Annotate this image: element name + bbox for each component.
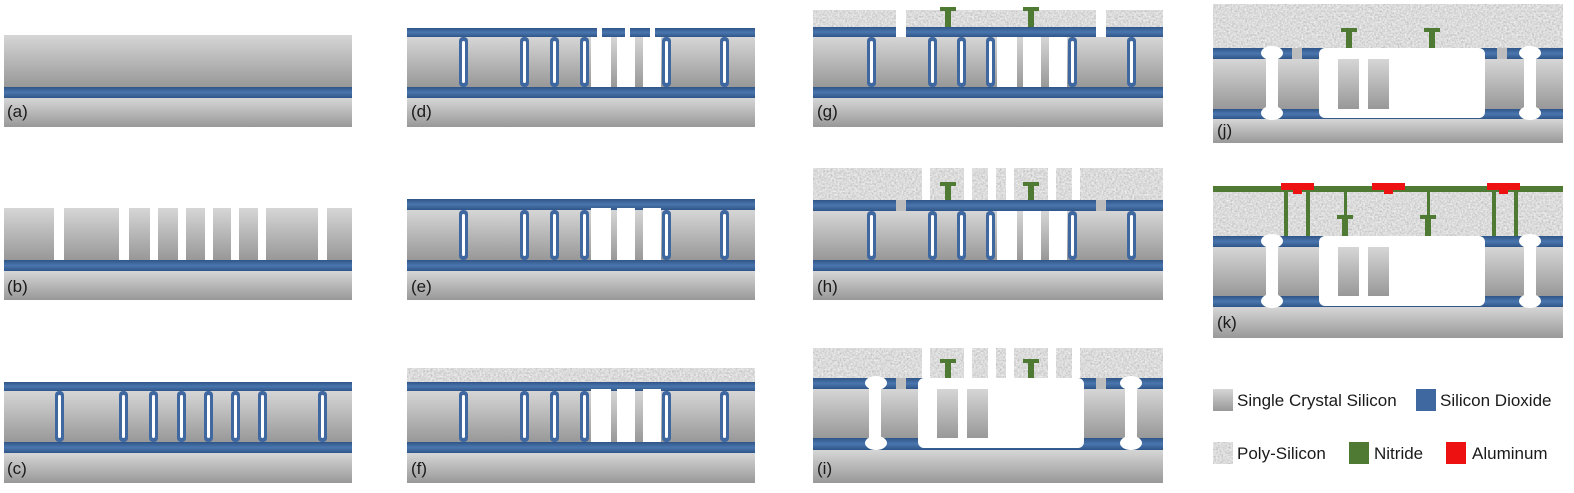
etched-trenches (54, 208, 327, 260)
legend-item-silicon-dioxide: Silicon Dioxide (1416, 389, 1552, 411)
panel-k: (k) (1213, 183, 1563, 338)
legend: Single Crystal Silicon Silicon Dioxide P… (1213, 389, 1552, 464)
legend-swatch-silicon-dioxide (1416, 389, 1436, 411)
legend-item-aluminum: Aluminum (1446, 442, 1548, 464)
panel-a: (a) (4, 35, 352, 127)
legend-label-poly-silicon: Poly-Silicon (1237, 444, 1326, 463)
legend-item-poly-silicon: Poly-Silicon (1213, 442, 1326, 464)
panel-i: (i) (813, 348, 1163, 483)
legend-label-silicon-dioxide: Silicon Dioxide (1440, 391, 1552, 410)
panel-j: (j) (1213, 4, 1563, 143)
aluminum-pads (1281, 183, 1520, 194)
legend-swatch-poly-silicon (1213, 442, 1233, 464)
nitride-posts (1284, 192, 1518, 236)
panel-label-b: (b) (7, 277, 28, 296)
panel-label-d: (d) (411, 102, 432, 121)
panel-c: (c) (4, 382, 352, 483)
panel-h: (h) (813, 168, 1163, 300)
panel-b: (b) (4, 208, 352, 300)
released-cavity (865, 376, 1142, 450)
oxide-lined-trenches (867, 211, 1136, 260)
oxide-lined-trenches (55, 391, 327, 442)
legend-label-nitride: Nitride (1374, 444, 1423, 463)
nitride-plugs (940, 7, 1039, 27)
nitride-plugs (940, 359, 1039, 378)
oxide-lined-trenches (867, 37, 1136, 87)
panel-label-j: (j) (1217, 121, 1232, 140)
panel-f: (f) (407, 368, 755, 483)
legend-label-single-crystal-silicon: Single Crystal Silicon (1237, 391, 1397, 410)
panel-label-a: (a) (7, 102, 28, 121)
nitride-plugs (940, 182, 1039, 200)
legend-swatch-aluminum (1446, 442, 1466, 464)
released-cavity (1261, 234, 1541, 308)
panel-label-k: (k) (1217, 313, 1237, 332)
oxide-lined-trenches (459, 391, 729, 442)
panel-d: (d) (407, 26, 755, 127)
oxide-lined-trenches (459, 37, 729, 87)
panel-label-e: (e) (411, 277, 432, 296)
oxide-lined-trenches (459, 210, 729, 260)
panel-g: (g) (813, 7, 1163, 127)
panel-label-f: (f) (411, 459, 427, 478)
poly-openings (922, 348, 1080, 378)
panel-label-g: (g) (817, 102, 838, 121)
poly-openings (922, 168, 1080, 200)
panel-e: (e) (407, 199, 755, 300)
nitride-plugs (1341, 28, 1440, 48)
legend-swatch-nitride (1349, 442, 1369, 464)
legend-item-single-crystal-silicon: Single Crystal Silicon (1213, 389, 1397, 411)
legend-item-nitride: Nitride (1349, 442, 1423, 464)
released-cavity (1261, 46, 1541, 120)
panel-label-h: (h) (817, 277, 838, 296)
legend-label-aluminum: Aluminum (1472, 444, 1548, 463)
panel-label-c: (c) (7, 459, 27, 478)
panel-label-i: (i) (817, 459, 832, 478)
legend-swatch-single-crystal-silicon (1213, 389, 1233, 411)
